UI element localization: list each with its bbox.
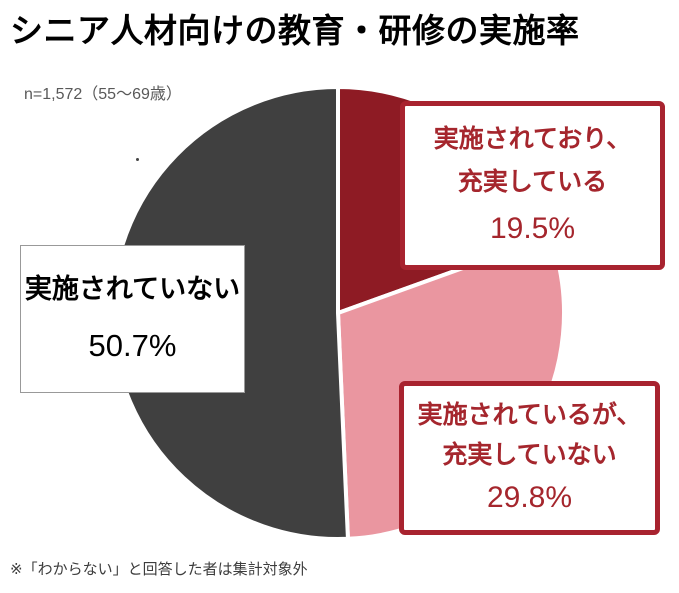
speck-dot: [136, 158, 139, 161]
callout-line1: 実施されているが、: [417, 401, 642, 429]
callout-line2: 充実している: [457, 168, 608, 196]
callout-value: 19.5%: [489, 212, 576, 246]
callout-line1: 実施されており、: [433, 124, 632, 153]
label-box-not-implemented: 実施されていない 50.7%: [20, 245, 245, 393]
footnote: ※「わからない」と回答した者は集計対象外: [10, 561, 308, 578]
chart-title: シニア人材向けの教育・研修の実施率: [10, 12, 580, 49]
callout-value: 29.8%: [486, 481, 573, 514]
callout-implemented-fulfilling: 実施されており、 充実している 19.5%: [400, 101, 665, 270]
label-value: 50.7%: [88, 327, 177, 363]
label-line1: 実施されていない: [24, 274, 241, 305]
callout-line2: 充実していない: [442, 440, 617, 469]
callout-implemented-not-fulfilling: 実施されているが、 充実していない 29.8%: [399, 381, 660, 535]
sample-size-label: n=1,572（55～69歳）: [24, 86, 182, 103]
